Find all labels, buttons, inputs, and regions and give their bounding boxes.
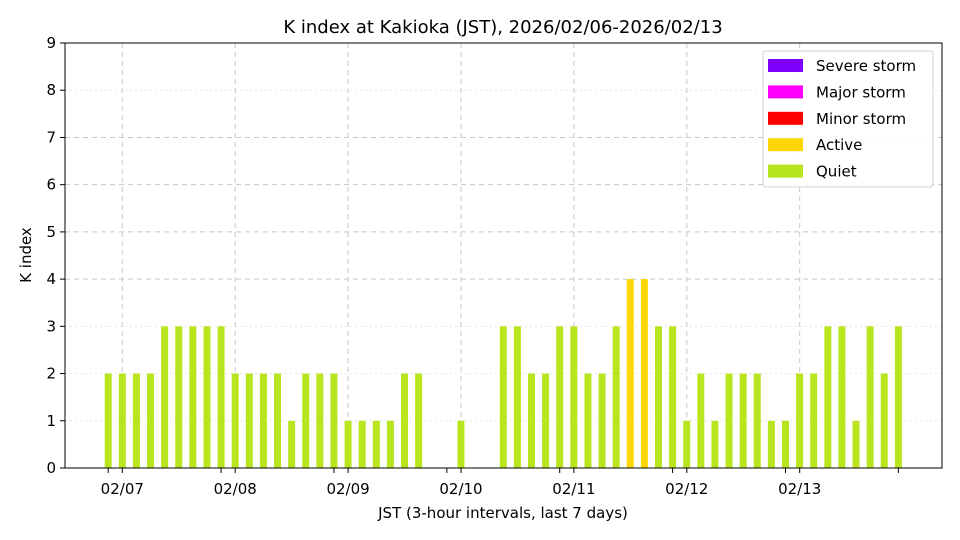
y-tick-label: 3 bbox=[46, 317, 56, 335]
bar bbox=[584, 373, 592, 468]
bar bbox=[669, 326, 677, 468]
bar bbox=[683, 420, 691, 468]
bar bbox=[739, 373, 747, 468]
bar bbox=[132, 373, 140, 468]
y-tick-label: 4 bbox=[46, 270, 56, 288]
bar bbox=[542, 373, 550, 468]
y-tick-label: 1 bbox=[46, 412, 56, 430]
bar bbox=[767, 420, 775, 468]
x-tick-label: 02/13 bbox=[778, 480, 821, 498]
bar bbox=[528, 373, 535, 468]
y-tick-label: 7 bbox=[46, 128, 56, 146]
legend-label: Active bbox=[816, 136, 862, 154]
bar bbox=[415, 373, 423, 468]
x-axis-label: JST (3-hour intervals, last 7 days) bbox=[377, 504, 628, 522]
legend-label: Severe storm bbox=[816, 57, 916, 75]
bar bbox=[372, 420, 380, 468]
legend-swatch bbox=[768, 138, 803, 152]
bar bbox=[175, 326, 183, 468]
bar bbox=[697, 373, 705, 468]
x-tick-label: 02/07 bbox=[101, 480, 144, 498]
legend-label: Quiet bbox=[816, 163, 857, 181]
bar bbox=[316, 373, 324, 468]
y-tick-label: 6 bbox=[46, 176, 56, 194]
bar bbox=[513, 326, 521, 468]
legend-label: Minor storm bbox=[816, 110, 906, 128]
bar bbox=[245, 373, 253, 468]
legend-swatch bbox=[768, 111, 803, 125]
bar bbox=[344, 420, 352, 468]
x-tick-label: 02/08 bbox=[214, 480, 257, 498]
legend: Severe storm Major storm Minor storm Active… bbox=[762, 50, 934, 188]
y-axis-label: K index bbox=[17, 227, 35, 283]
bar bbox=[358, 420, 366, 468]
legend-box bbox=[762, 50, 934, 188]
bar bbox=[612, 326, 620, 468]
bar bbox=[810, 373, 818, 468]
bar bbox=[288, 420, 296, 468]
y-tick-label: 2 bbox=[46, 365, 56, 383]
bar bbox=[556, 326, 564, 468]
bar bbox=[231, 373, 239, 468]
bar bbox=[880, 373, 888, 468]
bar bbox=[598, 373, 606, 468]
x-axis: 02/07 02/08 02/09 02/10 02/11 02/12 02/13 bbox=[101, 468, 899, 498]
y-tick-label: 5 bbox=[46, 223, 56, 241]
bar bbox=[753, 373, 761, 468]
bar bbox=[203, 326, 211, 468]
bar bbox=[781, 420, 789, 468]
legend-label: Major storm bbox=[816, 83, 906, 101]
y-axis: 0 1 2 3 4 5 6 7 8 9 bbox=[46, 34, 65, 477]
bars bbox=[104, 279, 902, 468]
chart-title: K index at Kakioka (JST), 2026/02/06-202… bbox=[283, 17, 722, 38]
bar bbox=[118, 373, 126, 468]
bar bbox=[330, 373, 338, 468]
bar bbox=[852, 420, 860, 468]
bar bbox=[401, 373, 409, 468]
legend-swatch bbox=[768, 164, 803, 178]
bar bbox=[626, 279, 634, 468]
x-tick-label: 02/12 bbox=[665, 480, 708, 498]
bar bbox=[259, 373, 267, 468]
legend-swatch bbox=[768, 85, 803, 99]
bar bbox=[274, 373, 282, 468]
bar bbox=[796, 373, 804, 468]
bar bbox=[161, 326, 169, 468]
bar bbox=[189, 326, 197, 468]
plot-frame bbox=[64, 42, 943, 469]
bar bbox=[866, 326, 874, 468]
bar bbox=[654, 326, 662, 468]
y-tick-label: 0 bbox=[46, 459, 56, 477]
bar bbox=[302, 373, 310, 468]
x-tick-label: 02/10 bbox=[439, 480, 482, 498]
bar bbox=[147, 373, 155, 468]
bar bbox=[457, 420, 465, 468]
bar bbox=[499, 326, 507, 468]
bar bbox=[386, 420, 394, 468]
bar bbox=[711, 420, 719, 468]
bar bbox=[104, 373, 112, 468]
bar bbox=[217, 326, 225, 468]
bar bbox=[838, 326, 846, 468]
y-tick-label: 9 bbox=[46, 34, 56, 52]
bar bbox=[570, 326, 578, 468]
x-tick-label: 02/09 bbox=[326, 480, 369, 498]
x-tick-label: 02/11 bbox=[552, 480, 595, 498]
bar bbox=[824, 326, 832, 468]
legend-swatch bbox=[768, 59, 803, 72]
bar bbox=[725, 373, 733, 468]
bar bbox=[640, 279, 648, 468]
y-tick-label: 8 bbox=[46, 81, 56, 99]
bar bbox=[894, 326, 902, 468]
